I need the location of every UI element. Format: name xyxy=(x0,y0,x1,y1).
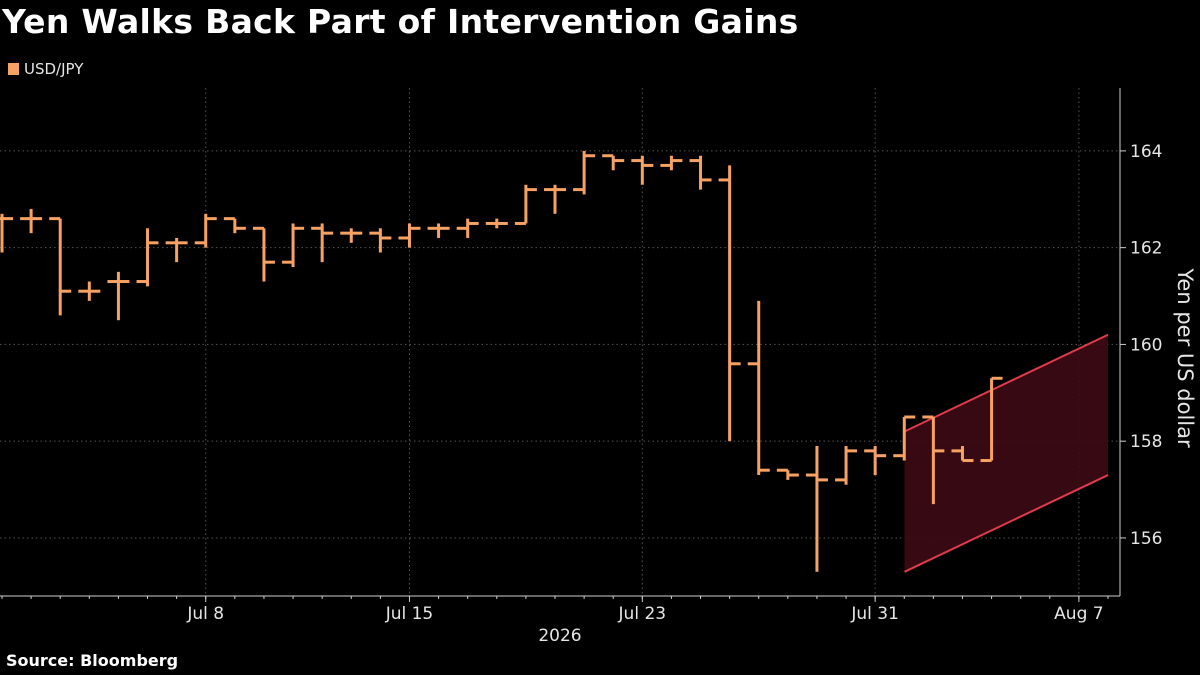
y-tick-label: 156 xyxy=(1130,529,1162,549)
channel-fill xyxy=(904,334,1108,572)
y-tick-label: 160 xyxy=(1130,335,1162,355)
legend-label: USD/JPY xyxy=(24,60,84,78)
y-tick-label: 164 xyxy=(1130,142,1162,162)
x-axis-title: 2026 xyxy=(538,626,581,645)
x-tick-label: Jul 23 xyxy=(618,604,667,624)
chart-plot: 156 158 160 162 164 Jul 8 Jul 15 Jul 23 Jul 31 Au… xyxy=(0,88,1197,645)
x-tick-label: Aug 7 xyxy=(1054,604,1103,624)
legend-swatch xyxy=(8,63,19,75)
y-tick-label: 158 xyxy=(1130,432,1162,452)
channel-upper-line xyxy=(904,333,1109,433)
chart-title: Yen Walks Back Part of Intervention Gain… xyxy=(2,2,799,41)
channel-lower-line xyxy=(904,474,1109,573)
x-tick-label: Jul 15 xyxy=(385,604,434,624)
y-axis-title: Yen per US dollar xyxy=(1173,267,1197,448)
x-tick-label: Jul 31 xyxy=(850,604,899,624)
source-note: Source: Bloomberg xyxy=(6,651,179,670)
x-tick-label: Jul 8 xyxy=(186,604,224,624)
legend: USD/JPY xyxy=(8,60,83,78)
y-tick-label: 162 xyxy=(1130,239,1162,259)
